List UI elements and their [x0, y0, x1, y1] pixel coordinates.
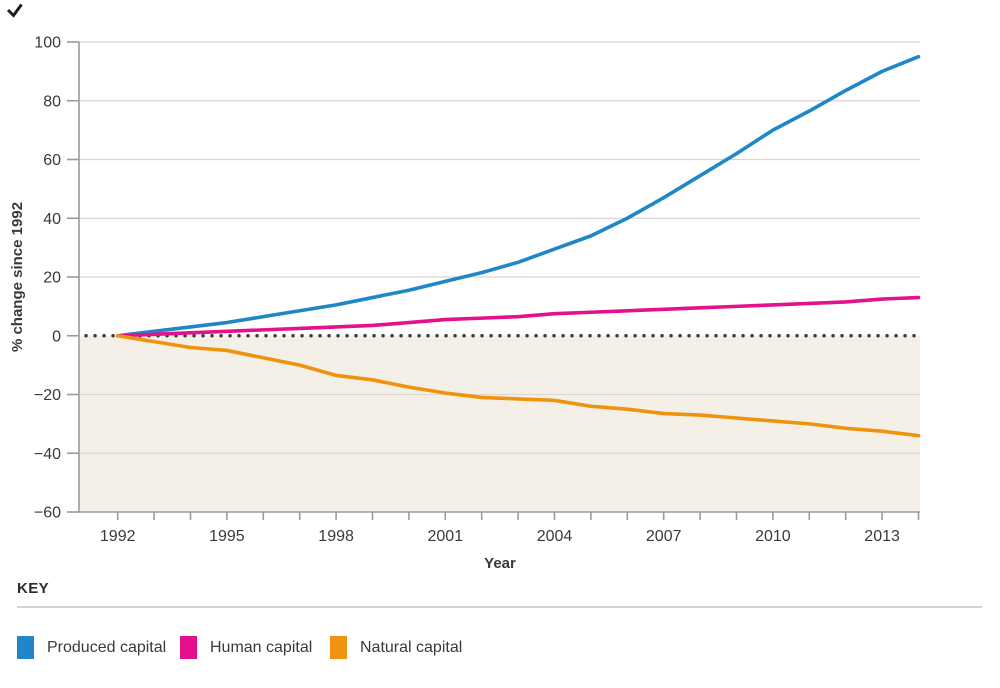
y-tick-label: −60	[34, 505, 61, 522]
x-axis-title: Year	[484, 555, 516, 572]
x-tick-label: 2007	[646, 528, 682, 545]
y-tick-label: 0	[52, 328, 61, 345]
produced-capital-swatch	[17, 636, 34, 659]
key-title: KEY	[17, 580, 50, 597]
y-tick-label: 80	[43, 93, 61, 110]
legend-item-natural-capital: Natural capital	[330, 636, 462, 659]
negative-region-shade	[80, 335, 920, 512]
y-tick-label: −40	[34, 446, 61, 463]
page: −60 −40 −20 0 20 40 60 80 100 1992 1995 1998 2001 200…	[0, 3, 1000, 659]
x-tick-label: 1995	[209, 528, 245, 545]
y-tick-label: −20	[34, 387, 61, 404]
y-tick-label: 20	[43, 270, 61, 287]
x-tick-label: 1992	[100, 528, 136, 545]
legend-item-human-capital: Human capital	[180, 636, 330, 659]
x-tick-label: 2010	[755, 528, 791, 545]
legend-label-natural-capital: Natural capital	[360, 638, 463, 656]
x-tick-label: 2001	[428, 528, 464, 545]
y-tick-label: 100	[34, 35, 61, 52]
human-capital-line	[115, 295, 921, 338]
y-tick-label: 40	[43, 211, 61, 228]
legend-item-produced-capital: Produced capital	[17, 636, 180, 659]
natural-capital-swatch	[330, 636, 347, 659]
produced-capital-line	[115, 54, 921, 338]
capital-change-line-chart: −60 −40 −20 0 20 40 60 80 100 1992 1995 1998 2001 200…	[6, 3, 921, 572]
y-tick-label: 60	[43, 152, 61, 169]
key-divider	[17, 606, 982, 608]
natural-capital-line	[115, 333, 921, 438]
legend: Produced capital Human capital Natural c…	[17, 636, 983, 659]
legend-label-produced-capital: Produced capital	[47, 638, 167, 656]
legend-label-human-capital: Human capital	[210, 638, 313, 656]
x-tick-label: 1998	[318, 528, 354, 545]
corner-mark	[6, 3, 23, 18]
human-capital-swatch	[180, 636, 197, 659]
y-axis-title: % change since 1992	[9, 202, 26, 352]
x-tick-label: 2013	[864, 528, 900, 545]
key-section: KEY Produced capital Human capital Natur…	[0, 580, 1000, 659]
x-tick-label: 2004	[537, 528, 573, 545]
